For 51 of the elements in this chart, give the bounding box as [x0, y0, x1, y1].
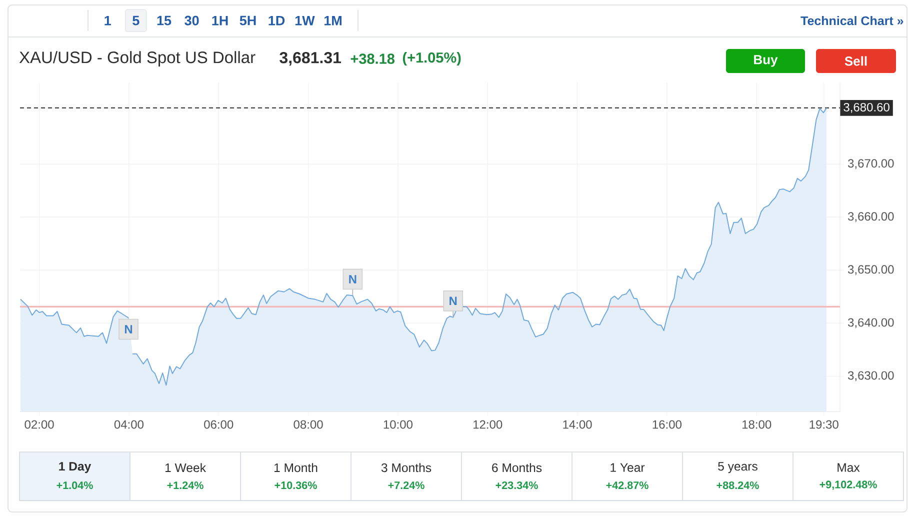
x-tick-label: 08:00 — [294, 420, 323, 429]
annotation: N — [450, 296, 457, 306]
text: +1.24% — [167, 481, 204, 490]
text: Buy — [754, 55, 778, 67]
text: 1W — [295, 16, 315, 26]
text: 30 — [184, 16, 199, 26]
text: +9,102.48% — [820, 480, 877, 490]
text: 1 Year — [610, 463, 645, 472]
y-tick-label: 3,640.00 — [848, 318, 894, 328]
text: +88.24% — [716, 481, 759, 490]
text: 1D — [268, 16, 285, 26]
y-tick-label: 3,670.00 — [848, 159, 894, 170]
y-tick-label: 3,660.00 — [848, 212, 894, 222]
x-tick-label: 10:00 — [384, 420, 412, 429]
text: 1H — [212, 16, 228, 26]
x-tick-label: 18:00 — [742, 420, 772, 429]
annotation: N — [124, 325, 132, 334]
text: +1.04% — [56, 481, 93, 490]
text: 1 Month — [274, 463, 318, 472]
y-tick-label: 3,630.00 — [848, 371, 894, 382]
text: +23.34% — [496, 481, 538, 490]
x-tick-label: 02:00 — [24, 420, 54, 429]
annotation: N — [349, 275, 356, 284]
text: +7.24% — [388, 481, 424, 490]
text: 15 — [157, 16, 172, 26]
text: +42.87% — [606, 481, 648, 490]
chart-title: XAU/USD - Gold Spot US Dollar — [19, 51, 256, 66]
text: 1 — [104, 16, 111, 26]
text: 1 Day — [59, 462, 92, 474]
text: +10.36% — [274, 481, 317, 490]
text: +38.18 — [350, 54, 395, 64]
text: 5 years — [718, 462, 758, 474]
y-tick-label: 3,650.00 — [848, 265, 894, 276]
text: Technical Chart » — [800, 16, 904, 26]
text: 3,681.31 — [280, 52, 342, 66]
x-tick-label: 14:00 — [563, 420, 592, 429]
x-tick-label: 19:30 — [810, 420, 838, 429]
text: 1 Week — [165, 463, 206, 472]
text: (+1.05%) — [402, 52, 461, 66]
text: 5 — [132, 16, 140, 26]
text: Sell — [844, 56, 867, 66]
text: 6 Months — [492, 463, 542, 472]
text: Max — [838, 463, 860, 472]
x-tick-label: 12:00 — [474, 420, 502, 429]
x-tick-label: 16:00 — [652, 420, 682, 429]
ref-line-label: 3,680.60 — [844, 102, 890, 113]
x-tick-label: 04:00 — [114, 420, 144, 429]
text: 5H — [240, 16, 256, 26]
text: 1M — [324, 16, 342, 26]
x-tick-label: 06:00 — [204, 420, 234, 429]
text: 3 Months — [381, 463, 432, 472]
